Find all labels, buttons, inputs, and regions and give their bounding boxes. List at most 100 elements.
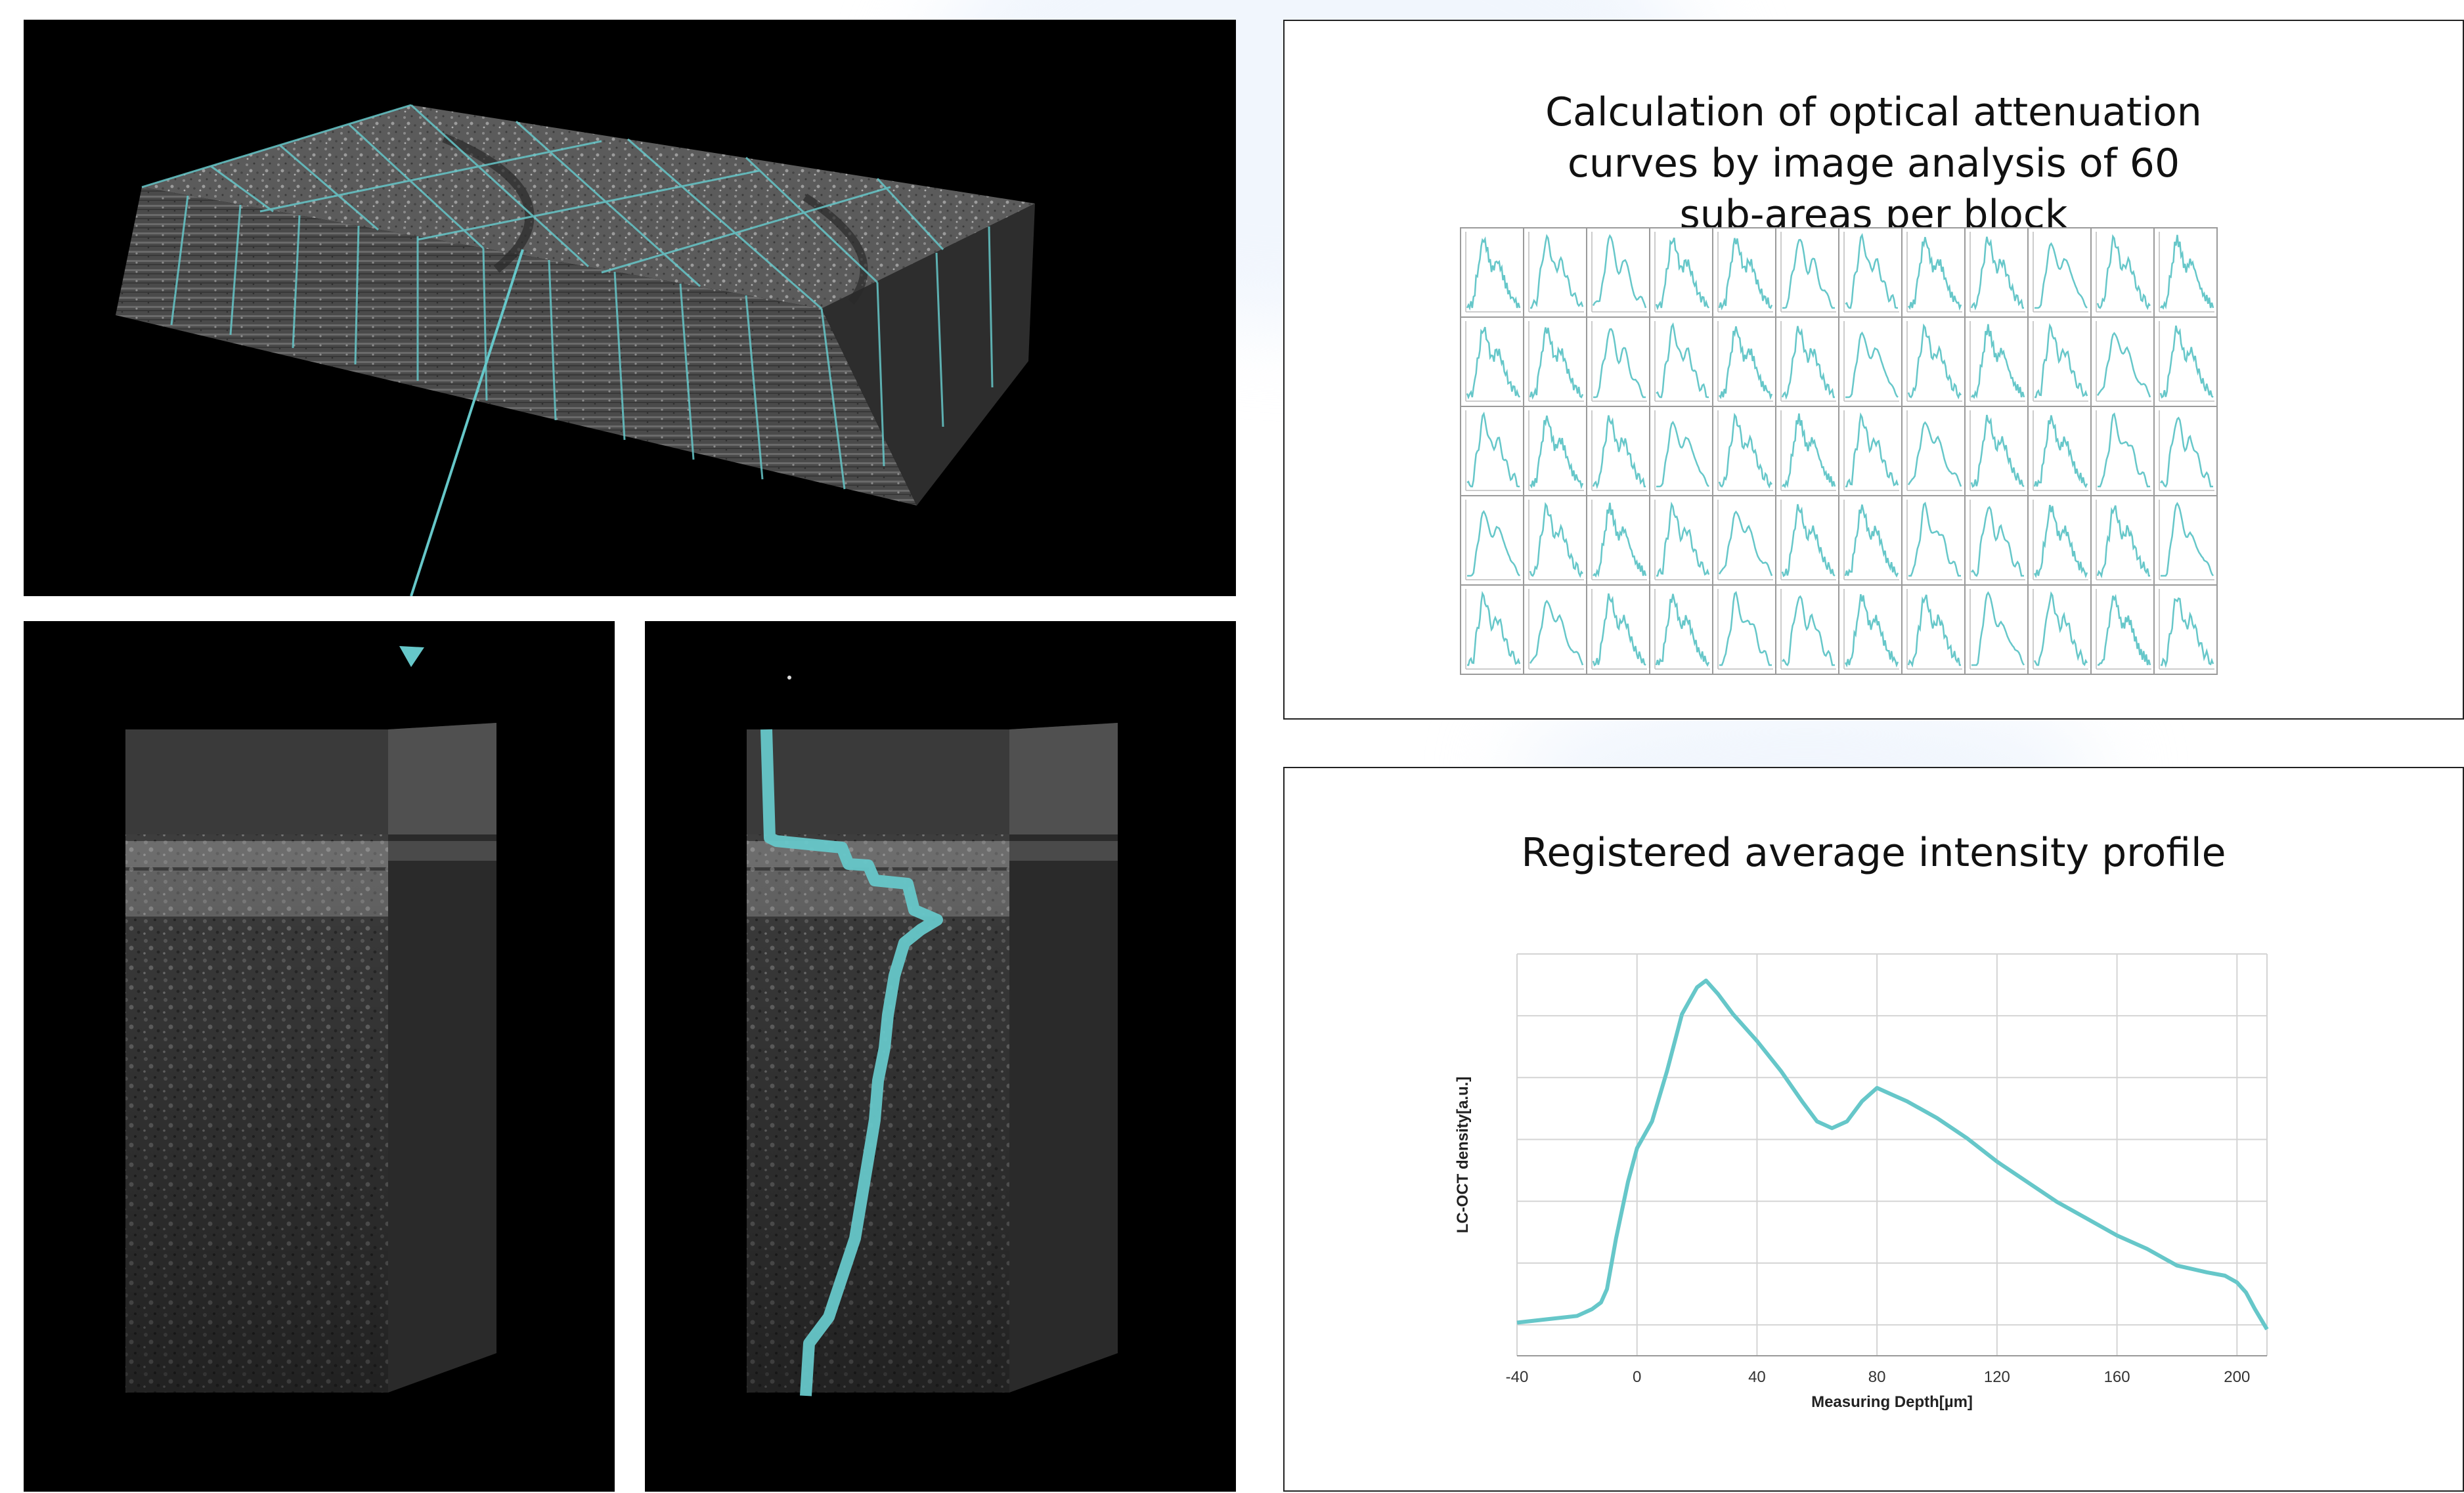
mini-attenuation-curve (1907, 236, 1962, 311)
mini-attenuation-curve (1655, 594, 1710, 667)
mini-curve-cell (1901, 316, 1966, 407)
mini-curve-cell (1838, 495, 1903, 586)
mini-curve-cell (1649, 406, 1713, 496)
mini-curve-cell (2027, 495, 2092, 586)
mini-attenuation-curve (1529, 502, 1583, 578)
mini-curve-cell (1838, 316, 1903, 407)
mini-curve-cell (1775, 584, 1839, 675)
mini-attenuation-curve (1592, 415, 1646, 489)
x-tick-label: 120 (1984, 1368, 2010, 1386)
mini-attenuation-curve (2161, 597, 2214, 668)
mini-curve-cell (2153, 227, 2218, 318)
mini-curve-cell (1586, 584, 1650, 675)
mini-attenuation-curve (1592, 593, 1646, 667)
mini-curve-cell (2027, 316, 2092, 407)
mini-attenuation-curve (1971, 324, 2025, 399)
mini-attenuation-curve (1718, 326, 1773, 400)
arrowhead (399, 646, 424, 667)
mini-curve-cell (1964, 495, 2029, 586)
mini-curve-cell (2090, 584, 2155, 675)
mini-attenuation-curve (1908, 502, 1961, 577)
mini-curve-cell (1964, 227, 2029, 318)
mini-attenuation-curve (2035, 322, 2088, 399)
mini-curve-cell (1523, 495, 1587, 586)
mini-attenuation-curve (1719, 591, 1772, 666)
mini-attenuation-curve (2161, 502, 2214, 577)
mini-curve-cell (1838, 406, 1903, 496)
mini-curve-cell (1523, 406, 1587, 496)
x-tick-label: 80 (1868, 1368, 1886, 1386)
mini-curve-cell (1712, 227, 1776, 318)
mini-curve-cell (1649, 495, 1713, 586)
mini-curve-cell (1964, 316, 2029, 407)
mini-attenuation-curve (1844, 594, 1899, 668)
attenuation-panel-title: Calculation of optical attenuation curve… (1545, 89, 2202, 238)
mini-curve-cell (1649, 316, 1713, 407)
mini-curve-cell (2090, 227, 2155, 318)
intensity-profile-chart: -40 0 40 80 120 160 200 Measuring Depth[µm] LC-O… (1454, 953, 2269, 1411)
mini-curve-cell (2090, 316, 2155, 407)
x-tick-label: 200 (2224, 1368, 2250, 1386)
mini-curve-cell (1460, 227, 1524, 318)
mini-curve-cell (1838, 584, 1903, 675)
mini-attenuation-curve (2096, 234, 2151, 311)
mini-curve-cell (2153, 406, 2218, 496)
mini-attenuation-curve (1530, 234, 1584, 309)
mini-curve-cell (1649, 584, 1713, 675)
profile-panel-title: Registered average intensity profile (1521, 830, 2226, 876)
mini-curve-cell (1901, 584, 1966, 675)
mini-curve-cell (1523, 316, 1587, 407)
mini-attenuation-curve (1782, 413, 1836, 488)
mini-curve-cell (1964, 406, 2029, 496)
mini-attenuation-curve (2035, 242, 2088, 309)
mini-attenuation-curve (1467, 509, 1520, 577)
mini-curve-cell (2153, 495, 2218, 586)
oct-3d-block-panel (24, 20, 1236, 596)
mini-attenuation-curve (1529, 327, 1584, 400)
mini-curve-cell (2027, 406, 2092, 496)
mini-attenuation-curve (1529, 415, 1584, 490)
mini-attenuation-curve (2033, 504, 2088, 578)
mini-curve-cell (2153, 316, 2218, 407)
mini-attenuation-curve (1845, 331, 1899, 399)
mini-curve-cell (1838, 227, 1903, 318)
mini-curve-cell (1460, 406, 1524, 496)
mini-curve-cell (1460, 584, 1524, 675)
mini-curve-cell (1523, 584, 1587, 675)
x-axis-label: Measuring Depth[µm] (1811, 1393, 1973, 1411)
mini-attenuation-curve (1970, 414, 2025, 488)
attenuation-curves-grid (1460, 227, 2218, 675)
x-tick-label: 40 (1748, 1368, 1766, 1386)
mini-attenuation-curve (1467, 590, 1521, 666)
x-tick-label: 0 (1633, 1368, 1641, 1386)
mini-curve-cell (1712, 316, 1776, 407)
mini-attenuation-curve (1466, 326, 1520, 400)
mini-curve-cell (1712, 584, 1776, 675)
mini-curve-cell (1712, 406, 1776, 496)
mini-attenuation-curve (1592, 234, 1647, 309)
mini-curve-cell (1586, 495, 1650, 586)
mini-attenuation-curve (1971, 591, 2025, 666)
oct-column-with-profile-panel (645, 621, 1236, 1492)
mini-curve-cell (1775, 406, 1839, 496)
attenuation-curves-panel: Calculation of optical attenuation curve… (1283, 20, 2464, 720)
x-tick-label: -40 (1506, 1368, 1529, 1386)
mini-curve-cell (1460, 316, 1524, 407)
mini-curve-cell (1901, 495, 1966, 586)
mini-curve-cell (2153, 584, 2218, 675)
mini-attenuation-curve (1782, 238, 1835, 309)
mini-attenuation-curve (1844, 504, 1899, 578)
mini-attenuation-curve (2160, 234, 2214, 310)
mini-attenuation-curve (2160, 416, 2213, 488)
mini-attenuation-curve (2098, 412, 2150, 488)
mini-attenuation-curve (1656, 501, 1710, 577)
mini-attenuation-curve (1907, 594, 1961, 668)
block-grid-lines (141, 104, 944, 310)
depth-profile-trace (760, 729, 943, 1396)
mini-attenuation-curve (2033, 591, 2088, 666)
mini-curve-cell (2090, 495, 2155, 586)
mini-attenuation-curve (1593, 328, 1646, 399)
mini-attenuation-curve (1718, 412, 1772, 489)
mini-attenuation-curve (1656, 420, 1709, 488)
mini-curve-cell (2090, 406, 2155, 496)
